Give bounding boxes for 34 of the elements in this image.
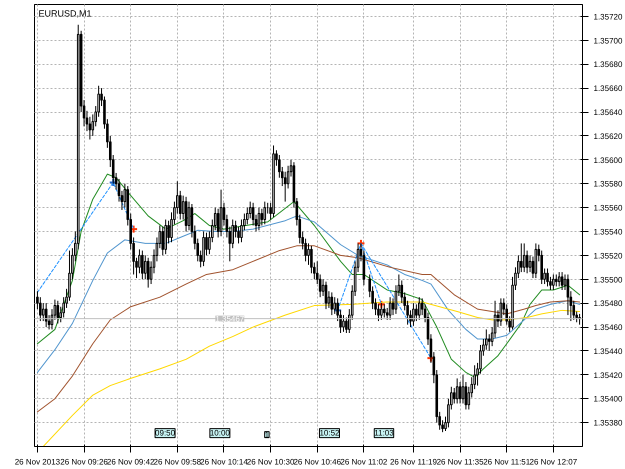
- y-tick-label: 1.35500: [594, 275, 623, 284]
- y-tick-label: 1.35660: [594, 84, 623, 94]
- y-tick-label: 1.35600: [594, 156, 623, 165]
- annotation: 10:00: [210, 428, 230, 438]
- x-tick-label: 26 Nov 10:14: [200, 458, 248, 466]
- y-tick-label: 1.35720: [594, 12, 623, 22]
- y-tick-label: 1.35400: [594, 394, 623, 404]
- annotation: 10:52: [319, 428, 340, 438]
- y-tick-label: 1.35560: [594, 204, 623, 213]
- x-tick-label: 26 Nov 2013: [14, 458, 61, 466]
- y-tick-label: 1.35580: [594, 180, 623, 189]
- x-tick-label: 26 Nov 09:26: [60, 458, 108, 466]
- y-tick-label: 1.35380: [594, 418, 623, 428]
- x-tick-label: 26 Nov 09:42: [106, 458, 156, 466]
- y-tick-label: 1.35440: [594, 346, 623, 356]
- x-tick-label: 26 Nov 10:30: [246, 458, 295, 466]
- x-tick-label: 26 Nov 09:58: [154, 458, 202, 466]
- x-tick-label: 26 Nov 11:51: [483, 458, 531, 466]
- x-tick-label: 26 Nov 12:07: [530, 458, 578, 466]
- y-tick-label: 1.35460: [594, 323, 623, 332]
- x-tick-label: 26 Nov 10:46: [293, 458, 342, 466]
- x-tick-label: 26 Nov 11:02: [340, 458, 388, 466]
- y-tick-label: 1.35480: [594, 299, 623, 308]
- chart-title: EURUSD,M1: [38, 8, 92, 18]
- y-tick-label: 1.35620: [594, 132, 623, 141]
- y-tick-label: 1.35520: [594, 251, 623, 260]
- y-tick-label: 1.35540: [594, 227, 623, 236]
- y-tick-label: 1.35680: [594, 60, 623, 70]
- y-tick-label: 1.35640: [594, 108, 623, 118]
- y-tick-label: 1.35700: [594, 36, 623, 46]
- x-tick-label: 26 Nov 11:19: [390, 458, 438, 466]
- x-tick-label: 26 Nov 11:35: [436, 458, 484, 466]
- y-tick-label: 1.35420: [594, 370, 623, 380]
- ref-line-label: 1.35467: [215, 314, 245, 324]
